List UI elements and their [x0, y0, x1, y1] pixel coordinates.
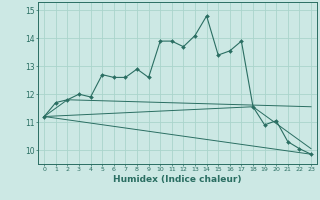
- X-axis label: Humidex (Indice chaleur): Humidex (Indice chaleur): [113, 175, 242, 184]
